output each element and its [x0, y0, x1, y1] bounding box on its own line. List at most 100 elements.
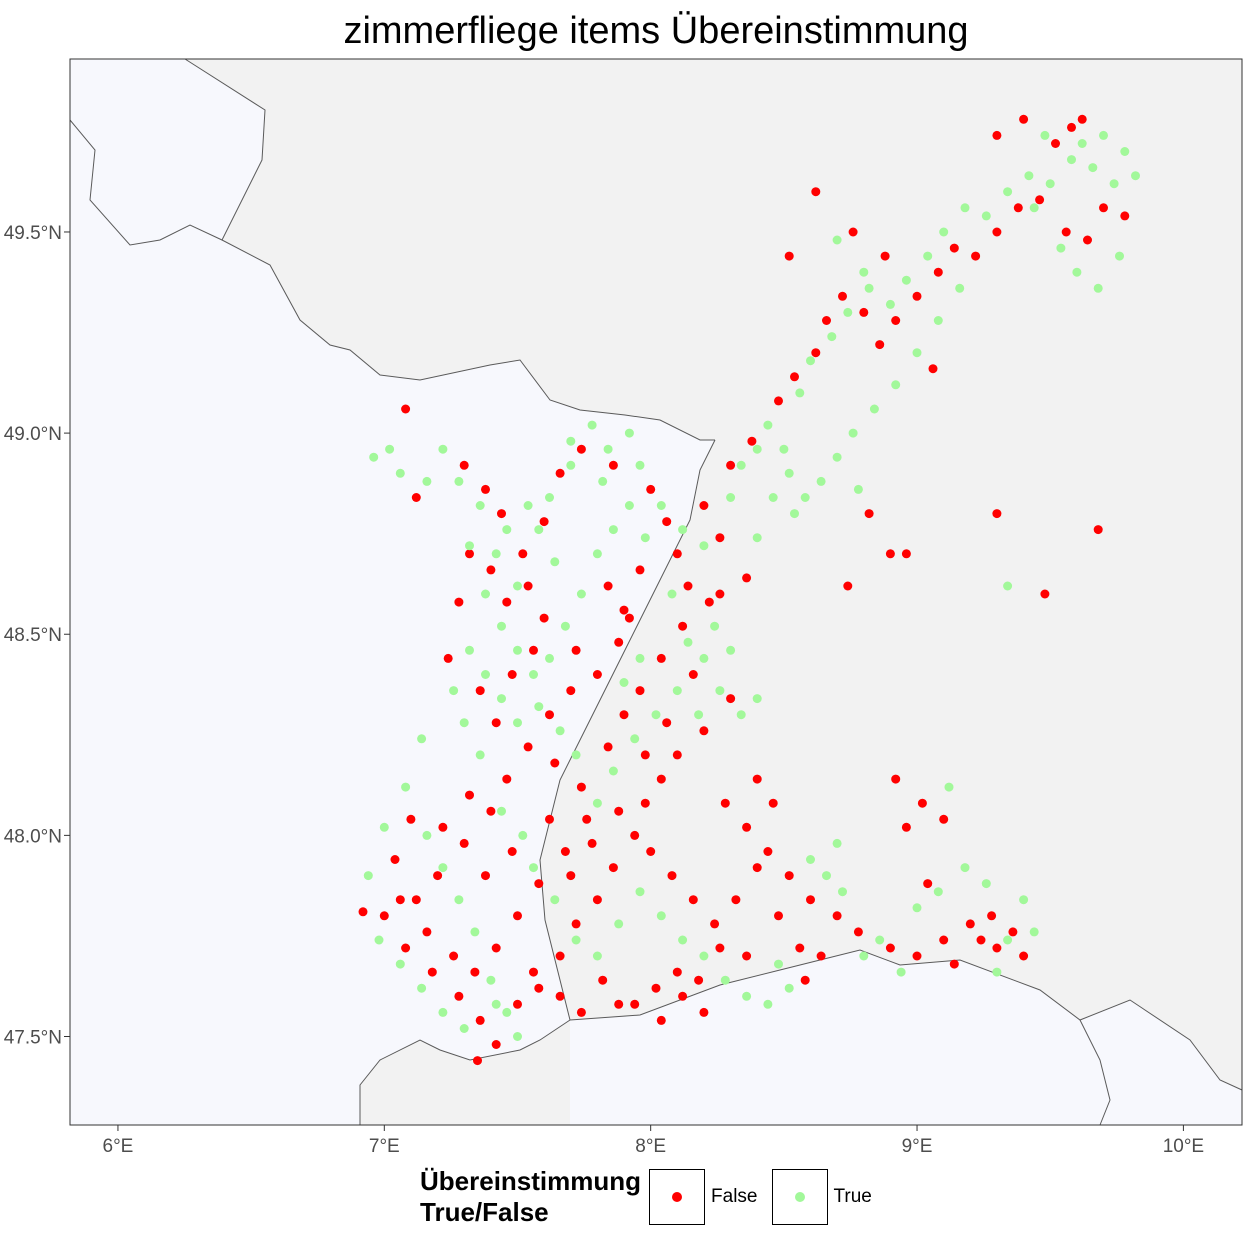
point-true — [460, 1024, 469, 1033]
point-false — [843, 582, 852, 591]
point-false — [742, 823, 751, 832]
point-false — [902, 823, 911, 832]
point-true — [502, 525, 511, 534]
point-true — [657, 911, 666, 920]
point-false — [582, 815, 591, 824]
point-true — [465, 646, 474, 655]
point-false — [1094, 525, 1103, 534]
legend-label-false: False — [711, 1186, 757, 1208]
point-true — [476, 501, 485, 510]
point-false — [1083, 236, 1092, 245]
point-false — [545, 815, 554, 824]
point-true — [961, 863, 970, 872]
point-false — [481, 871, 490, 880]
point-false — [1067, 123, 1076, 132]
point-false — [529, 968, 538, 977]
point-false — [950, 960, 959, 969]
point-false — [684, 582, 693, 591]
point-false — [470, 968, 479, 977]
point-true — [1088, 163, 1097, 172]
point-false — [657, 775, 666, 784]
point-false — [492, 718, 501, 727]
point-false — [801, 976, 810, 985]
point-false — [971, 252, 980, 261]
point-true — [843, 308, 852, 317]
point-false — [694, 976, 703, 985]
x-axis: 6°E 7°E 8°E 9°E 10°E — [103, 1125, 1205, 1157]
point-true — [545, 654, 554, 663]
point-true — [886, 300, 895, 309]
point-true — [652, 710, 661, 719]
point-true — [779, 445, 788, 454]
point-false — [540, 614, 549, 623]
point-true — [769, 493, 778, 502]
point-true — [673, 686, 682, 695]
point-false — [1014, 203, 1023, 212]
point-false — [763, 847, 772, 856]
point-false — [753, 863, 762, 872]
point-true — [1003, 582, 1012, 591]
point-true — [369, 453, 378, 462]
point-false — [412, 493, 421, 502]
point-true — [481, 670, 490, 679]
point-true — [753, 533, 762, 542]
point-false — [460, 839, 469, 848]
point-true — [961, 203, 970, 212]
point-true — [806, 356, 815, 365]
point-true — [486, 976, 495, 985]
point-false — [540, 517, 549, 526]
point-true — [593, 549, 602, 558]
point-true — [982, 879, 991, 888]
point-true — [375, 936, 384, 945]
point-true — [609, 525, 618, 534]
point-false — [721, 799, 730, 808]
point-true — [721, 976, 730, 985]
point-false — [524, 742, 533, 751]
point-true — [550, 895, 559, 904]
point-false — [609, 863, 618, 872]
point-true — [875, 936, 884, 945]
point-false — [992, 944, 1001, 953]
legend: Übereinstimmung True/False False True — [420, 1166, 878, 1228]
point-true — [992, 968, 1001, 977]
point-false — [566, 686, 575, 695]
point-true — [710, 622, 719, 631]
point-false — [992, 509, 1001, 518]
x-tick-label: 9°E — [902, 1136, 933, 1157]
point-true — [1067, 155, 1076, 164]
point-true — [502, 1008, 511, 1017]
point-true — [1019, 895, 1028, 904]
point-false — [886, 549, 895, 558]
point-false — [1008, 927, 1017, 936]
y-tick-label: 48.0°N — [4, 826, 62, 847]
point-false — [406, 815, 415, 824]
point-false — [833, 911, 842, 920]
legend-label-true: True — [834, 1186, 872, 1208]
point-false — [401, 944, 410, 953]
point-false — [992, 131, 1001, 140]
point-true — [625, 429, 634, 438]
point-false — [652, 984, 661, 993]
point-false — [913, 952, 922, 961]
point-true — [438, 1008, 447, 1017]
point-false — [854, 927, 863, 936]
point-true — [556, 726, 565, 735]
point-false — [481, 485, 490, 494]
point-false — [630, 1000, 639, 1009]
point-false — [715, 533, 724, 542]
point-false — [678, 992, 687, 1001]
point-false — [636, 565, 645, 574]
legend-key-true — [772, 1169, 828, 1225]
point-true — [561, 622, 570, 631]
point-true — [1094, 284, 1103, 293]
point-true — [822, 871, 831, 880]
point-false — [620, 606, 629, 615]
point-false — [699, 1008, 708, 1017]
point-true — [513, 1032, 522, 1041]
point-true — [550, 557, 559, 566]
point-true — [534, 525, 543, 534]
point-false — [396, 895, 405, 904]
point-false — [795, 944, 804, 953]
point-true — [934, 887, 943, 896]
point-false — [380, 911, 389, 920]
